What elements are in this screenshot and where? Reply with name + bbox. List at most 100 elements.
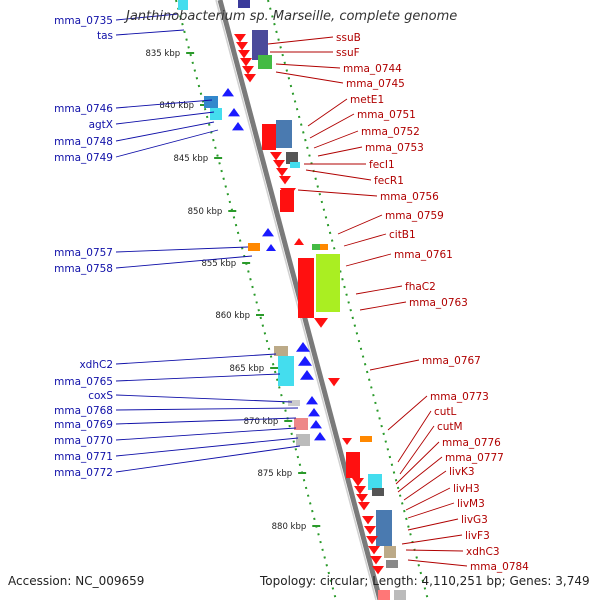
gene-label-right[interactable]: livH3 <box>453 483 480 495</box>
gene-label-right[interactable]: mma_0773 <box>430 391 489 403</box>
gene-label-right[interactable]: mma_0753 <box>365 142 424 154</box>
label-leader-right <box>407 518 459 531</box>
gene-label-right[interactable]: fhaC2 <box>405 281 436 293</box>
scale-tick-label: 845 kbp <box>173 154 208 164</box>
label-leader-left <box>115 246 249 253</box>
label-leader-left <box>115 445 301 473</box>
gene-label-left[interactable]: xdhC2 <box>79 359 113 371</box>
label-leader-right <box>275 63 341 69</box>
label-leader-right <box>403 470 447 501</box>
gene-arrow-reverse <box>228 108 240 117</box>
gene-label-right[interactable]: metE1 <box>350 94 384 106</box>
gene-label-right[interactable]: mma_0751 <box>357 109 416 121</box>
gene-label-right[interactable]: mma_0744 <box>343 63 402 75</box>
label-leader-right <box>407 559 468 567</box>
color-block <box>386 560 398 568</box>
gene-label-right[interactable]: cutM <box>437 421 463 433</box>
label-leader-left <box>115 111 215 125</box>
label-leader-right <box>309 113 355 139</box>
gene-label-left[interactable]: mma_0771 <box>54 451 113 463</box>
color-block <box>320 244 328 250</box>
label-leader-right <box>401 534 463 545</box>
gene-label-right[interactable]: livF3 <box>465 530 490 542</box>
gene-arrow-forward <box>238 50 250 59</box>
label-leader-right <box>397 456 443 493</box>
color-block <box>372 488 384 496</box>
gene-label-right[interactable]: ssuF <box>336 47 360 59</box>
label-leader-left <box>115 407 299 411</box>
scale-tick-label: 850 kbp <box>188 207 223 217</box>
gene-label-right[interactable]: xdhC3 <box>466 546 500 558</box>
gene-arrow-forward <box>242 66 254 75</box>
label-leader-left <box>115 394 293 403</box>
color-block <box>204 96 218 108</box>
label-leader-right <box>405 549 464 552</box>
gene-arrow-reverse <box>262 228 274 237</box>
color-block <box>394 590 406 600</box>
gene-label-left[interactable]: mma_0749 <box>54 152 113 164</box>
gene-label-right[interactable]: mma_0776 <box>442 437 501 449</box>
gene-arrow-forward <box>362 516 374 525</box>
gene-label-left[interactable]: mma_0769 <box>54 419 113 431</box>
gene-label-right[interactable]: mma_0777 <box>445 452 504 464</box>
scale-tick-label: 840 kbp <box>159 101 194 111</box>
gene-arrow-forward <box>276 168 288 177</box>
gene-label-right[interactable]: fecI1 <box>369 159 395 171</box>
gene-label-left[interactable]: mma_0746 <box>54 103 113 115</box>
label-leader-right <box>317 146 363 157</box>
label-leader-left <box>115 121 215 142</box>
label-leader-left <box>115 129 219 158</box>
gene-label-right[interactable]: livG3 <box>461 514 488 526</box>
color-block <box>252 30 268 60</box>
gene-label-right[interactable]: mma_0761 <box>394 249 453 261</box>
gene-label-left[interactable]: mma_0757 <box>54 247 113 259</box>
scale-ticks: 835 kbp 840 kbp 845 kbp 850 kbp 855 kbp 860 k… <box>145 49 321 532</box>
gene-arrow-forward <box>273 160 285 169</box>
label-leader-right <box>399 425 435 475</box>
color-block <box>278 356 294 386</box>
gene-label-left[interactable]: mma_0772 <box>54 467 113 479</box>
gene-label-left[interactable]: mma_0735 <box>54 15 113 27</box>
gene-label-left[interactable]: mma_0748 <box>54 136 113 148</box>
gene-label-right[interactable]: citB1 <box>389 229 416 241</box>
gene-label-right[interactable]: mma_0745 <box>346 78 405 90</box>
color-block <box>346 452 360 478</box>
label-leader-right <box>313 130 359 149</box>
gene-label-right[interactable]: livM3 <box>457 498 485 510</box>
gene-label-right[interactable]: mma_0752 <box>361 126 420 138</box>
gene-arrow-reverse <box>308 408 320 417</box>
label-leader-left <box>115 29 185 36</box>
gene-label-left[interactable]: mma_0758 <box>54 263 113 275</box>
gene-label-right[interactable]: mma_0759 <box>385 210 444 222</box>
gene-label-right[interactable]: mma_0756 <box>380 191 439 203</box>
gene-label-left[interactable]: mma_0765 <box>54 376 113 388</box>
color-block <box>298 258 314 318</box>
gene-label-right[interactable]: livK3 <box>449 466 475 478</box>
label-leader-right <box>387 395 428 431</box>
gene-label-right[interactable]: ssuB <box>336 32 361 44</box>
gene-arrow-forward <box>342 438 352 445</box>
label-leader-right <box>345 253 392 267</box>
gene-arrow-forward <box>270 152 282 161</box>
gene-label-right[interactable]: mma_0763 <box>409 297 468 309</box>
label-leader-right <box>405 487 451 511</box>
gene-label-left[interactable]: coxS <box>88 390 113 402</box>
gene-label-right[interactable]: cutL <box>434 406 457 418</box>
gene-label-left[interactable]: agtX <box>89 119 113 131</box>
gene-label-right[interactable]: mma_0767 <box>422 355 481 367</box>
gene-arrow-forward <box>372 566 384 575</box>
label-leader-right <box>267 36 334 45</box>
gene-label-left[interactable]: mma_0768 <box>54 405 113 417</box>
gene-arrow-forward <box>314 318 328 328</box>
label-leader-left <box>115 353 277 365</box>
scale-tick-label: 860 kbp <box>215 311 250 321</box>
gene-label-left[interactable]: mma_0770 <box>54 435 113 447</box>
gene-arrow-reverse <box>266 244 276 251</box>
gene-arrow-reverse <box>306 396 318 405</box>
gene-label-left[interactable]: tas <box>97 30 113 42</box>
color-block <box>360 436 372 442</box>
gene-label-right[interactable]: mma_0784 <box>470 561 529 573</box>
gene-label-right[interactable]: fecR1 <box>374 175 404 187</box>
